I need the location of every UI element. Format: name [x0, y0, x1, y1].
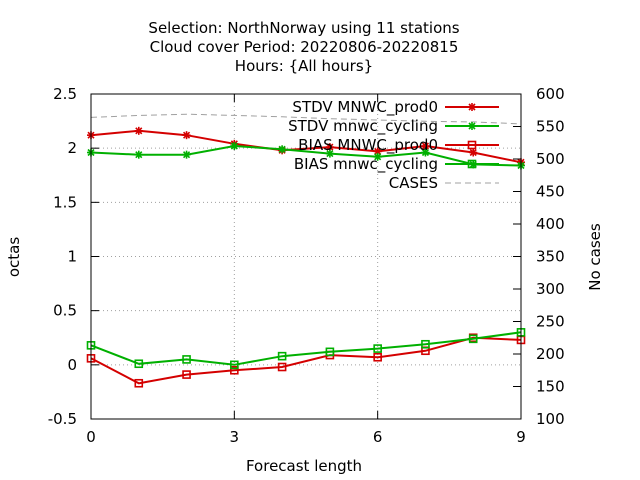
y2-tick-label: 200: [536, 345, 565, 363]
y2-tick-label: 100: [536, 410, 565, 428]
data-point: [182, 150, 191, 159]
legend-label: BIAS MNWC_prod0: [298, 136, 438, 155]
data-point: [182, 370, 191, 379]
series-line: [90, 331, 522, 366]
data-point: [230, 142, 239, 150]
y-tick-label: 1.5: [53, 193, 77, 211]
data-point: [134, 150, 143, 159]
data-point: [421, 148, 430, 157]
data-point-stroke: [278, 145, 286, 153]
y-tick-label: -0.5: [48, 410, 77, 428]
chart-title-line-2: Cloud cover Period: 20220806-20220815: [150, 38, 459, 56]
data-point: [421, 339, 430, 349]
series-line: [90, 144, 522, 167]
data-point: [134, 126, 143, 135]
data-point: [325, 149, 334, 158]
y2-tick-label: 300: [536, 280, 565, 298]
y-tick-label: 0.5: [53, 302, 77, 320]
y2-tick-label: 250: [536, 313, 565, 331]
x-tick-label: 3: [230, 428, 240, 446]
chart-title-line-1: Selection: NorthNorway using 11 stations: [148, 19, 459, 37]
x-tick-label: 9: [516, 428, 526, 446]
legend-label: STDV MNWC_prod0: [292, 98, 438, 117]
data-point-stroke: [135, 151, 143, 159]
y-tick-label: 2: [67, 139, 77, 157]
y2-tick-label: 500: [536, 150, 565, 168]
data-point: [278, 145, 287, 154]
data-point-stroke: [135, 127, 143, 135]
data-point: [182, 131, 191, 140]
legend-marker: [468, 103, 476, 111]
data-point: [277, 362, 287, 372]
y2-tick-label: 550: [536, 118, 565, 136]
data-point-stroke: [326, 143, 334, 151]
series-line: [90, 113, 522, 125]
data-point: [134, 378, 144, 388]
data-point-stroke: [230, 142, 238, 150]
legend-marker: [467, 159, 477, 169]
series-bias-mnwc-prod0: [86, 333, 526, 388]
data-point-stroke: [374, 147, 382, 155]
series-bias-mnwc-cycling: [86, 328, 526, 370]
data-point-stroke: [182, 131, 191, 139]
data-point: [230, 360, 239, 370]
data-point-stroke: [421, 142, 430, 150]
y2-tick-label: 400: [536, 215, 565, 233]
y-tick-label: 1: [67, 248, 77, 266]
data-point: [325, 347, 335, 357]
y2-tick-label: 150: [536, 378, 565, 396]
y2-tick-label: 350: [536, 248, 565, 266]
legend-label: STDV mnwc_cycling: [288, 117, 438, 136]
x-tick-label: 0: [86, 428, 96, 446]
y2-axis-label: No cases: [586, 223, 604, 291]
data-point: [182, 355, 191, 364]
x-axis-label: Forecast length: [246, 457, 362, 475]
series-cases: [90, 113, 522, 125]
data-point: [277, 351, 287, 361]
y2-tick-label: 450: [536, 183, 565, 201]
x-tick-label: 6: [373, 428, 383, 446]
legend-label: CASES: [389, 174, 438, 192]
data-point: [373, 352, 382, 362]
series-line: [90, 129, 522, 164]
y-tick-label: 2.5: [53, 85, 77, 103]
data-point-stroke: [182, 151, 191, 159]
data-point-stroke: [421, 148, 430, 157]
chart-title: Selection: NorthNorway using 11 stations…: [148, 19, 459, 75]
data-point: [134, 359, 144, 369]
data-point: [469, 148, 478, 157]
data-point: [230, 365, 239, 375]
data-point: [468, 334, 478, 344]
legend-marker: [468, 122, 476, 130]
data-point: [373, 344, 382, 353]
y-tick-label: 0: [67, 356, 77, 374]
data-point-stroke: [469, 148, 477, 157]
data-point-stroke: [326, 150, 334, 158]
chart-title-line-3: Hours: {All hours}: [235, 57, 373, 75]
legend-marker: [467, 140, 477, 150]
y-axis-label: octas: [5, 237, 23, 277]
series-line: [90, 336, 522, 385]
y2-tick-label: 600: [536, 85, 565, 103]
legend-label: BIAS mnwc_cycling: [294, 155, 438, 174]
data-point-stroke: [374, 153, 382, 161]
data-point: [373, 152, 382, 161]
legend-marker-stroke: [468, 103, 476, 111]
axes: -0.5 0 0.5 1 1.5 2 2.5 100 150 200 250 300 350 400 450…: [48, 85, 565, 446]
legend-marker-stroke: [468, 122, 476, 130]
